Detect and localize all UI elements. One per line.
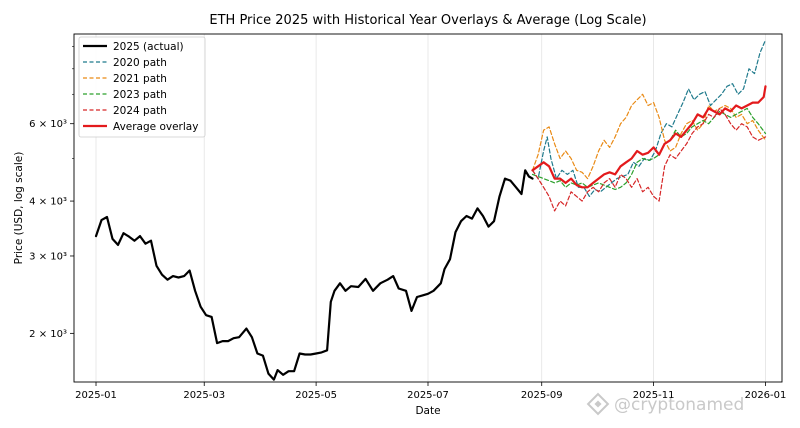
y-tick-label: 3 × 10³ <box>29 251 67 262</box>
x-tick-label: 2025-01 <box>75 390 117 401</box>
y-axis-ticks: 2 × 10³ 3 × 10³ 4 × 10³ 6 × 10³ <box>29 46 74 340</box>
y-axis-title: Price (USD, log scale) <box>13 152 25 265</box>
legend-label: 2023 path <box>113 89 167 101</box>
x-tick-label: 2025-07 <box>407 390 449 401</box>
legend-label: 2025 (actual) <box>113 41 184 53</box>
watermark-text: @cryptonamed <box>614 395 744 415</box>
legend: 2025 (actual) 2020 path 2021 path 2023 path… <box>78 36 206 138</box>
y-tick-label: 2 × 10³ <box>29 329 67 340</box>
x-tick-label: 2025-03 <box>183 390 225 401</box>
x-tick-label: 2025-11 <box>633 390 675 401</box>
legend-box <box>78 36 206 138</box>
x-tick-label: 2026-01 <box>745 390 787 401</box>
legend-label: 2024 path <box>113 105 167 117</box>
series-line-2021-path <box>531 93 767 180</box>
series-line-average-overlay <box>531 85 767 189</box>
series-lines <box>94 39 767 381</box>
series-line-2025-actual <box>94 169 534 381</box>
legend-label: 2020 path <box>113 57 167 69</box>
legend-label: 2021 path <box>113 73 167 85</box>
series-line-2023-path <box>531 107 767 191</box>
chart-title: ETH Price 2025 with Historical Year Over… <box>209 13 646 28</box>
y-tick-label: 6 × 10³ <box>29 119 67 130</box>
watermark: @cryptonamed <box>586 392 744 416</box>
x-axis-title: Date <box>415 405 440 417</box>
legend-label: Average overlay <box>113 121 198 133</box>
x-tick-label: 2025-09 <box>521 390 563 401</box>
series-line-2024-path <box>531 107 767 212</box>
x-axis-ticks: 2025-01 2025-03 2025-05 2025-07 2025-09 2025-… <box>75 382 786 401</box>
binance-diamond-icon <box>586 392 610 416</box>
y-tick-label: 4 × 10³ <box>29 197 67 208</box>
series-line-2020-path <box>531 39 767 197</box>
x-tick-label: 2025-05 <box>295 390 337 401</box>
